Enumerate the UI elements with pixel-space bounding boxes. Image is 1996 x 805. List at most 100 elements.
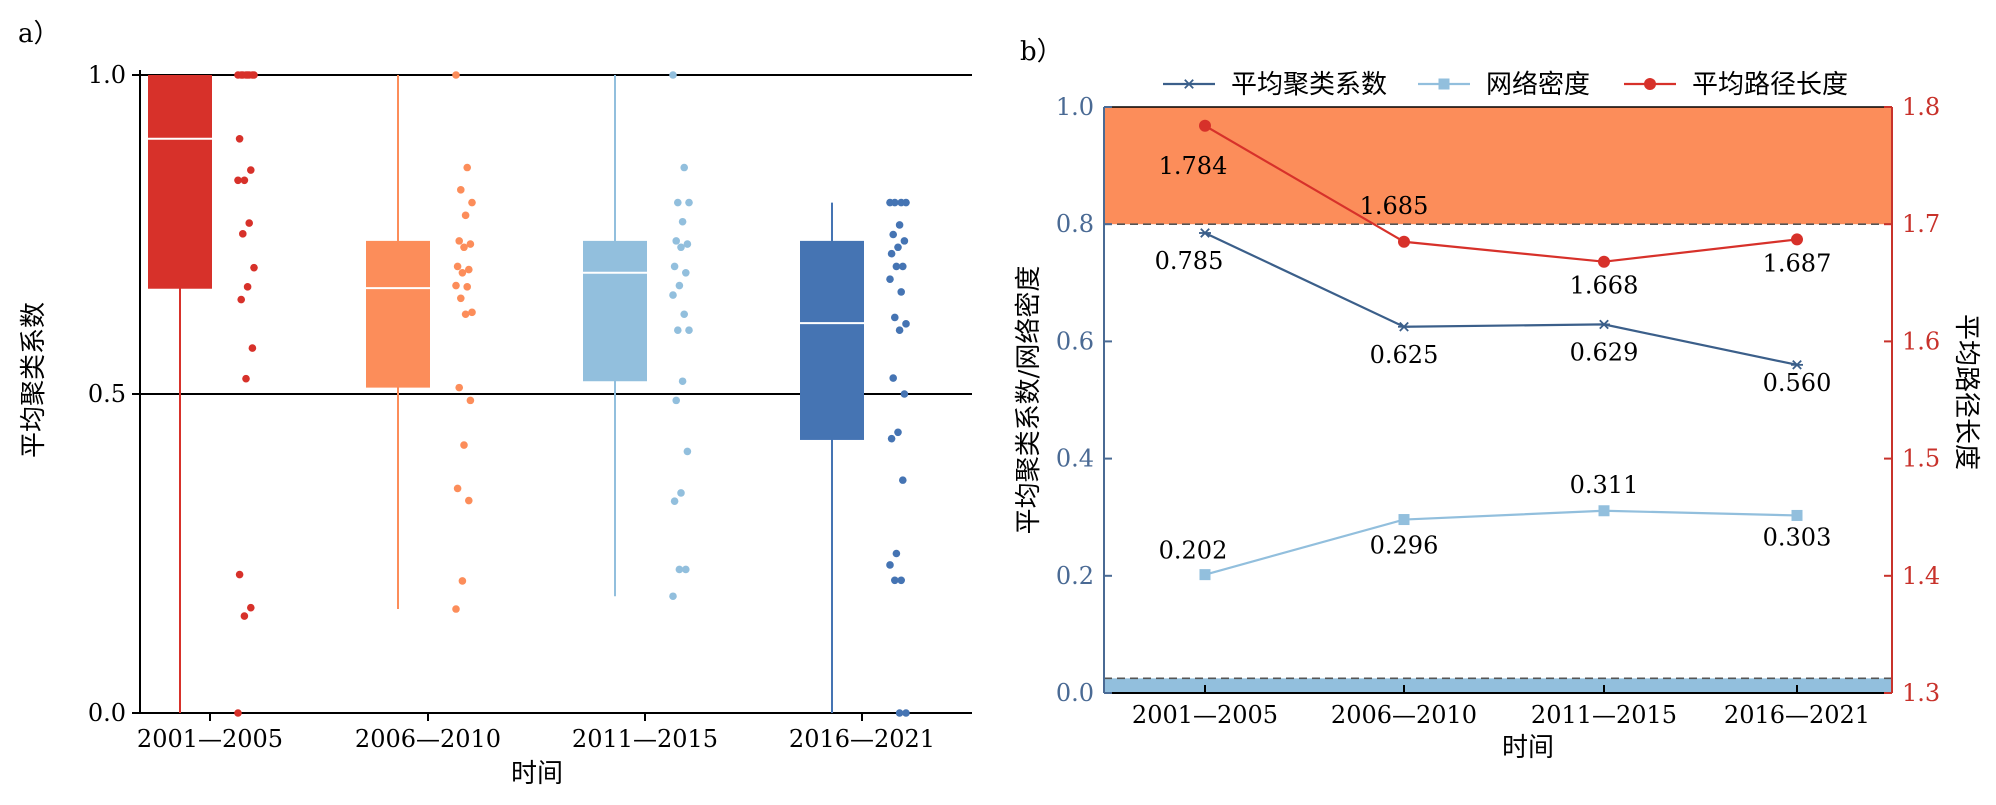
a-data-point <box>460 441 468 449</box>
a-data-point <box>455 237 464 245</box>
a-xtick-label: 2016—2021 <box>789 725 935 753</box>
a-data-point <box>669 592 677 601</box>
a-data-point <box>237 295 245 304</box>
a-data-point <box>889 374 897 382</box>
a-data-point <box>891 313 899 322</box>
b-shaded-band <box>1104 678 1892 693</box>
b-series-line <box>1204 124 1798 263</box>
a-data-point <box>678 377 687 386</box>
a-data-point <box>466 396 475 405</box>
a-data-point <box>674 198 682 207</box>
b-data-point <box>1200 228 1210 238</box>
a-box <box>366 240 430 388</box>
a-data-point <box>458 577 467 585</box>
b-right-ytick-label: 1.7 <box>1902 210 1940 238</box>
b-data-label: 1.784 <box>1159 152 1228 180</box>
a-data-point <box>465 265 473 274</box>
a-data-point <box>685 326 693 335</box>
a-box <box>148 75 212 289</box>
b-data-point <box>1598 505 1610 517</box>
a-data-point <box>675 565 684 574</box>
b-data-label: 0.296 <box>1370 532 1439 560</box>
b-data-point <box>1199 119 1211 132</box>
b-data-label: 0.303 <box>1763 523 1832 551</box>
panel-b-ylabel-right: 平均路径长度 <box>1951 314 1981 470</box>
a-data-point <box>247 603 255 612</box>
a-data-point <box>887 249 896 258</box>
b-data-label: 1.687 <box>1763 249 1832 277</box>
b-right-ytick-label: 1.8 <box>1902 93 1940 121</box>
a-data-point <box>242 374 250 383</box>
a-data-point <box>897 576 905 585</box>
a-ytick-label: 1.0 <box>88 61 126 89</box>
a-xtick-label: 2011—2015 <box>572 725 718 753</box>
b-xtick-label: 2006—2010 <box>1331 701 1477 729</box>
a-data-point <box>468 308 476 317</box>
a-data-point <box>466 240 475 248</box>
a-data-point <box>672 396 680 405</box>
a-data-point <box>457 186 465 194</box>
b-legend-label: 平均路径长度 <box>1692 70 1848 100</box>
a-data-point <box>248 344 257 352</box>
a-data-point <box>902 709 910 717</box>
a-data-point <box>892 549 901 558</box>
a-xtick-label: 2001—2005 <box>137 725 283 753</box>
a-data-point <box>682 268 690 277</box>
a-data-point <box>468 198 476 207</box>
a-data-point <box>900 237 909 245</box>
b-right-ytick-label: 1.5 <box>1902 445 1940 473</box>
a-data-point <box>902 320 910 328</box>
b-data-label: 0.202 <box>1159 537 1228 565</box>
b-data-point <box>1792 360 1802 370</box>
b-xtick-label: 2001—2005 <box>1132 701 1278 729</box>
a-data-point <box>670 497 679 505</box>
a-data-point <box>672 237 680 245</box>
a-data-point <box>887 434 896 443</box>
a-data-point <box>452 605 460 613</box>
b-data-point <box>1199 569 1211 581</box>
a-data-point <box>463 163 472 172</box>
a-data-point <box>243 283 252 291</box>
b-data-label: 0.560 <box>1763 369 1832 397</box>
b-left-ytick-label: 0.6 <box>1056 327 1094 355</box>
a-data-point <box>895 709 904 717</box>
b-data-point <box>1398 514 1410 526</box>
b-data-label: 1.685 <box>1360 192 1429 220</box>
b-legend-marker <box>1438 78 1450 90</box>
a-data-point <box>240 612 249 620</box>
a-data-point <box>669 71 677 79</box>
a-box <box>583 240 647 382</box>
b-xtick-label: 2016—2021 <box>1724 701 1870 729</box>
a-data-point <box>685 198 693 207</box>
a-data-point <box>902 198 910 207</box>
b-legend-label: 网络密度 <box>1486 70 1590 100</box>
b-legend-label: 平均聚类系数 <box>1231 70 1387 100</box>
a-data-point <box>899 262 907 271</box>
a-data-point <box>675 281 684 290</box>
b-data-point <box>1791 509 1803 521</box>
a-data-point <box>677 489 685 497</box>
b-data-point <box>1599 319 1609 330</box>
b-data-label: 0.311 <box>1570 471 1639 499</box>
panel-b-label: b） <box>1020 37 1063 67</box>
a-data-point <box>886 275 894 283</box>
b-series-line <box>1204 509 1798 576</box>
b-left-ytick-label: 0.4 <box>1056 445 1094 473</box>
b-data-label: 1.668 <box>1570 272 1639 300</box>
a-data-point <box>455 383 464 392</box>
b-right-ytick-label: 1.4 <box>1902 562 1940 590</box>
b-data-label: 0.629 <box>1570 338 1639 366</box>
a-data-point <box>452 71 460 79</box>
panel-a-ylabel: 平均聚类系数 <box>19 302 49 458</box>
a-data-point <box>242 71 250 79</box>
a-data-point <box>895 221 904 229</box>
panel-a-xlabel: 时间 <box>511 759 563 789</box>
a-data-point <box>670 262 679 271</box>
a-xtick-label: 2006—2010 <box>355 725 501 753</box>
b-data-point <box>1791 233 1803 246</box>
b-left-ytick-label: 0.8 <box>1056 210 1094 238</box>
a-data-point <box>892 262 901 271</box>
a-data-point <box>245 219 253 227</box>
panel-b-xlabel: 时间 <box>1502 733 1554 763</box>
